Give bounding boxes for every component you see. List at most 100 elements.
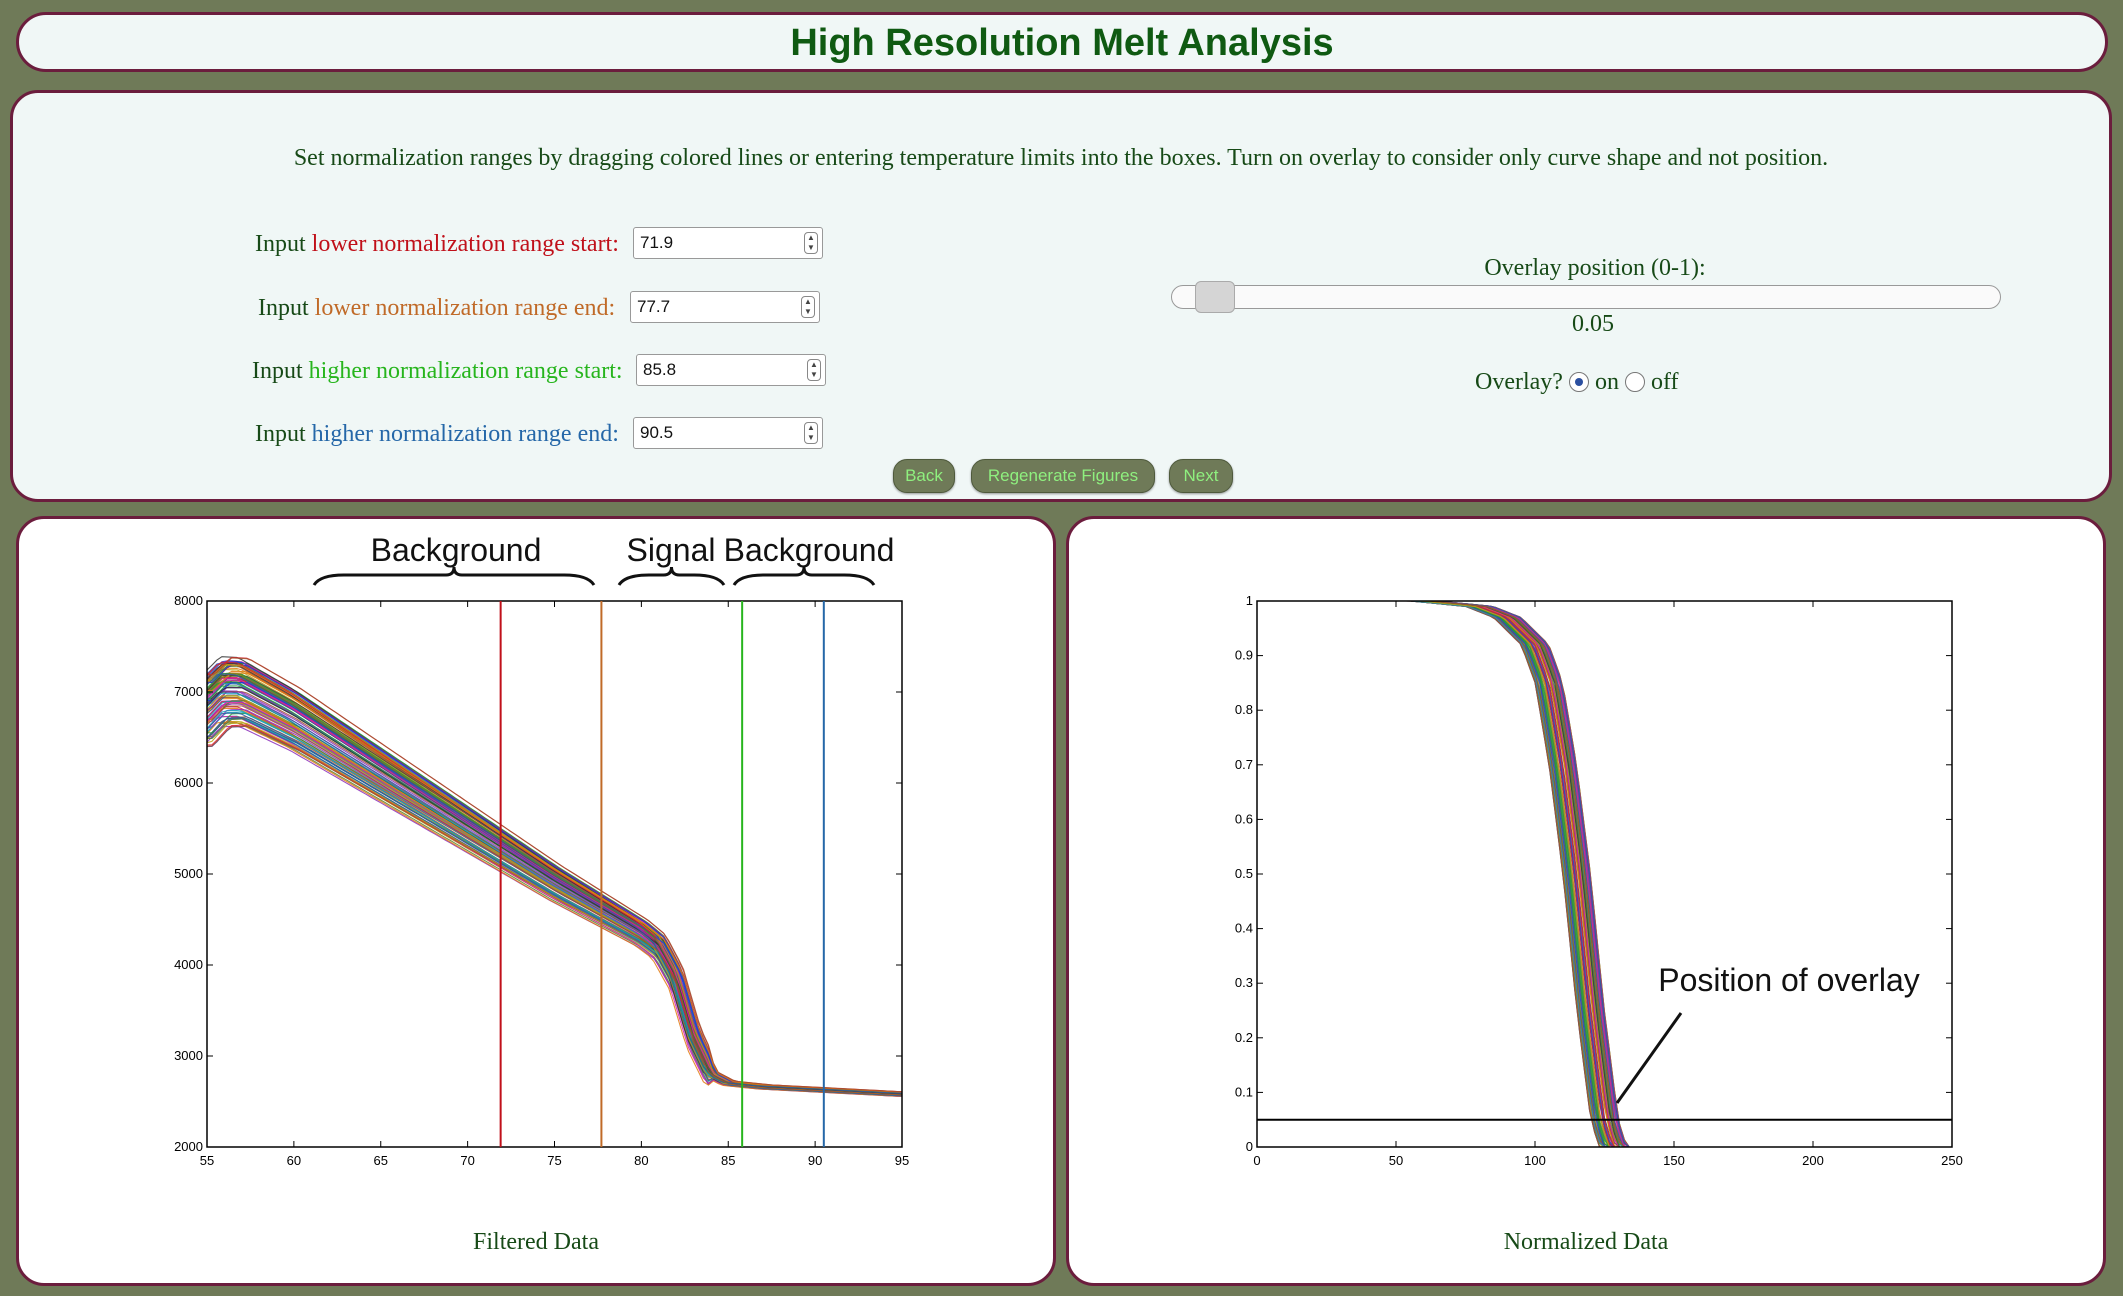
input-prefix: Input xyxy=(255,421,306,447)
spinner-arrows-icon[interactable]: ▲ ▼ xyxy=(804,232,818,254)
y-tick-label: 0.6 xyxy=(1235,811,1253,826)
data-series-line xyxy=(206,705,903,1096)
filtered-data-panel: 55 60 65 70 75 80 85 90 95 2000 3000 4000 5000 6000 70… xyxy=(16,516,1056,1286)
next-button[interactable]: Next xyxy=(1169,459,1233,493)
data-series-line xyxy=(206,715,902,1097)
normalized-data-caption: Normalized Data xyxy=(1503,1229,1669,1255)
input-prefix: Input xyxy=(258,295,309,321)
y-tick-label: 0.4 xyxy=(1235,921,1253,936)
data-series-line xyxy=(206,673,902,1094)
data-series-line xyxy=(206,716,903,1097)
y-tick-label: 8000 xyxy=(174,593,203,608)
controls-panel: Set normalization ranges by dragging col… xyxy=(10,90,2112,502)
y-tick-label: 0.1 xyxy=(1235,1084,1253,1099)
data-series-line xyxy=(1257,600,1952,1148)
higher-end-input[interactable]: 90.5 ▲ ▼ xyxy=(633,417,823,449)
data-series-line xyxy=(206,725,903,1097)
filtered-data-chart[interactable]: 55 60 65 70 75 80 85 90 95 2000 3000 4000 5000 6000 70… xyxy=(19,519,1059,1219)
y-tick-label: 6000 xyxy=(174,775,203,790)
higher-start-input[interactable]: 85.8 ▲ ▼ xyxy=(636,354,826,386)
spinner-arrows-icon[interactable]: ▲ ▼ xyxy=(807,359,821,381)
region-brace xyxy=(732,566,876,586)
x-tick-label: 70 xyxy=(460,1153,474,1168)
overlay-on-label: on xyxy=(1594,369,1619,395)
slider-value: 0.05 xyxy=(1572,311,1614,337)
lower-start-input[interactable]: 71.9 ▲ ▼ xyxy=(633,227,823,259)
input-prefix: Input xyxy=(255,231,306,257)
higher-end-label: higher normalization range end: xyxy=(311,421,619,447)
data-series-line xyxy=(206,724,903,1097)
x-tick-label: 200 xyxy=(1802,1153,1824,1168)
higher-start-label: higher normalization range start: xyxy=(308,358,623,384)
y-tick-label: 4000 xyxy=(174,957,203,972)
overlay-off-radio[interactable] xyxy=(1624,372,1645,392)
y-tick-label: 3000 xyxy=(174,1048,203,1063)
overlay-annotation: Position of overlay xyxy=(1658,962,1919,998)
y-tick-label: 0 xyxy=(1246,1139,1253,1154)
x-tick-label: 150 xyxy=(1663,1153,1685,1168)
data-series-line xyxy=(206,657,903,1093)
overlay-off-label: off xyxy=(1650,369,1679,395)
region-brace xyxy=(312,566,596,586)
y-tick-label: 0.5 xyxy=(1235,866,1253,881)
x-tick-label: 85 xyxy=(721,1153,735,1168)
region-annotation: Background xyxy=(371,532,542,568)
x-tick-label: 0 xyxy=(1253,1153,1260,1168)
region-annotation: Background xyxy=(724,532,895,568)
spinner-arrows-icon[interactable]: ▲ ▼ xyxy=(804,422,818,444)
data-series-line xyxy=(206,722,903,1097)
instructions-text: Set normalization ranges by dragging col… xyxy=(293,145,1829,171)
x-tick-label: 55 xyxy=(200,1153,214,1168)
data-series-line xyxy=(206,725,903,1097)
data-series-line xyxy=(206,717,903,1097)
lower-start-row: Input lower normalization range start: xyxy=(255,231,619,258)
data-series-line xyxy=(206,711,903,1096)
region-annotation: Signal xyxy=(627,532,716,568)
y-tick-label: 0.9 xyxy=(1235,648,1253,663)
spinner-arrows-icon[interactable]: ▲ ▼ xyxy=(801,296,815,318)
lower-end-row: Input lower normalization range end: xyxy=(258,295,615,322)
y-tick-label: 2000 xyxy=(174,1139,203,1154)
y-tick-label: 0.7 xyxy=(1235,757,1253,772)
data-series-line xyxy=(206,721,902,1097)
lower-start-value: 71.9 xyxy=(640,233,674,252)
overlay-toggle-label: Overlay? xyxy=(1475,369,1563,395)
filtered-data-caption: Filtered Data xyxy=(473,1229,599,1255)
data-series-line xyxy=(206,715,903,1097)
back-button[interactable]: Back xyxy=(893,459,955,493)
y-tick-label: 5000 xyxy=(174,866,203,881)
x-tick-label: 50 xyxy=(1389,1153,1403,1168)
higher-end-row: Input higher normalization range end: xyxy=(255,421,619,448)
x-tick-label: 60 xyxy=(287,1153,301,1168)
overlay-toggle: Overlay? on off xyxy=(1475,369,1679,396)
data-series-line xyxy=(206,716,903,1097)
x-tick-label: 100 xyxy=(1524,1153,1546,1168)
page-title: High Resolution Melt Analysis xyxy=(790,22,1334,64)
lower-end-input[interactable]: 77.7 ▲ ▼ xyxy=(630,291,820,323)
normalized-data-panel: 0 50 100 150 200 250 0 0.1 0.2 0.3 0.4 0.5 0.6 0.7 0.8… xyxy=(1066,516,2106,1286)
overlay-annotation-pointer xyxy=(1615,1012,1683,1104)
overlay-slider[interactable] xyxy=(1171,285,2001,309)
input-prefix: Input xyxy=(252,358,303,384)
higher-start-value: 85.8 xyxy=(643,360,677,379)
x-tick-label: 75 xyxy=(547,1153,561,1168)
data-series-line xyxy=(206,717,903,1097)
title-bar: High Resolution Melt Analysis xyxy=(16,12,2108,72)
x-tick-label: 250 xyxy=(1941,1153,1963,1168)
data-series-line xyxy=(206,722,902,1097)
region-brace xyxy=(617,566,726,586)
data-series-line xyxy=(206,718,903,1097)
normalized-data-chart[interactable]: 0 50 100 150 200 250 0 0.1 0.2 0.3 0.4 0.5 0.6 0.7 0.8… xyxy=(1069,519,2109,1219)
data-series-line xyxy=(206,725,903,1097)
regenerate-figures-button[interactable]: Regenerate Figures xyxy=(971,459,1155,493)
slider-handle[interactable] xyxy=(1195,281,1235,313)
data-series-line xyxy=(206,707,902,1096)
x-tick-label: 80 xyxy=(634,1153,648,1168)
y-tick-label: 0.8 xyxy=(1235,702,1253,717)
y-tick-label: 0.2 xyxy=(1235,1030,1253,1045)
x-tick-label: 95 xyxy=(895,1153,909,1168)
data-series-line xyxy=(206,720,903,1097)
y-tick-label: 7000 xyxy=(174,684,203,699)
overlay-on-radio[interactable] xyxy=(1568,372,1589,392)
y-tick-label: 0.3 xyxy=(1235,975,1253,990)
